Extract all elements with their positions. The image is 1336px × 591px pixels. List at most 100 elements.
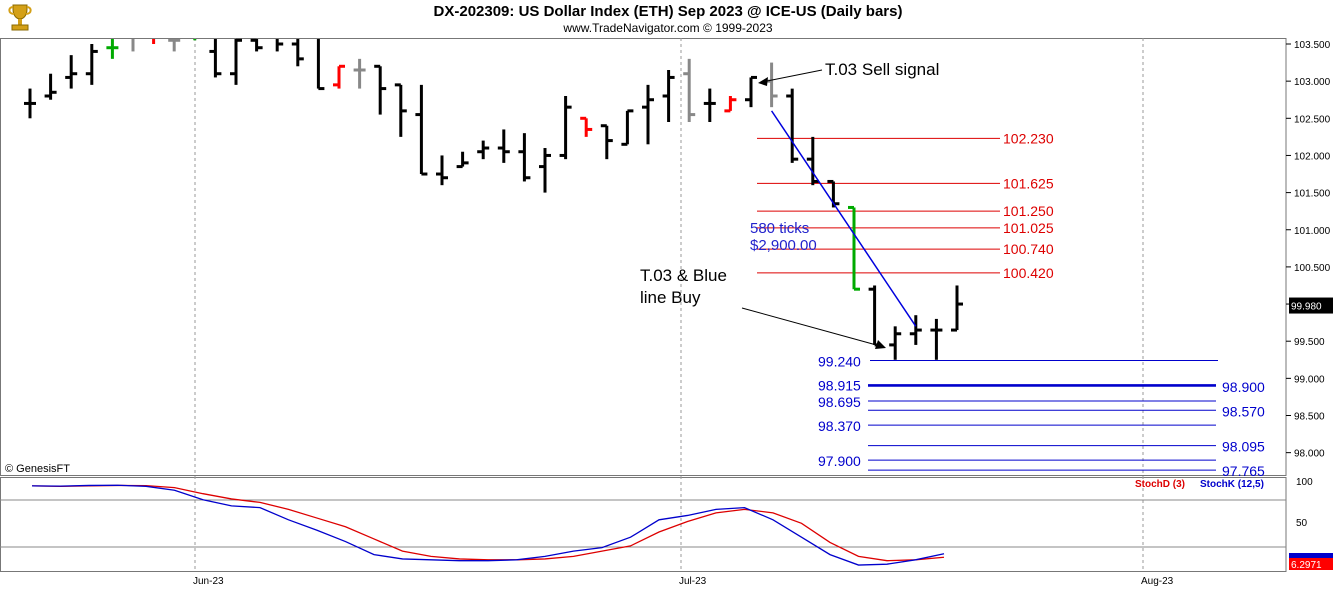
- ohlc-bar: [765, 62, 778, 108]
- red-level-label: 101.625: [1003, 175, 1054, 191]
- x-tick-label: Jun-23: [193, 576, 224, 587]
- last-price-badge: 99.980: [1289, 297, 1333, 314]
- ohlc-bar: [497, 129, 510, 163]
- ohlc-bar: [889, 326, 902, 360]
- stoch-d-legend: StochD (3): [1135, 479, 1185, 490]
- blue-level-label: 98.900: [1222, 379, 1265, 395]
- blue-level-label: 99.240: [818, 354, 861, 370]
- red-level-label: 102.230: [1003, 130, 1054, 146]
- ohlc-bar: [848, 205, 860, 291]
- y-tick-label: 102.500: [1294, 114, 1331, 125]
- trophy-logo-icon: [4, 3, 36, 38]
- dollars-label: $2,900.00: [750, 237, 817, 254]
- ohlc-bar: [333, 64, 345, 89]
- blue-level-label: 98.370: [818, 418, 861, 434]
- stoch-d-line: [31, 484, 945, 562]
- ohlc-bar: [415, 84, 428, 176]
- blue-level-label: 98.915: [818, 378, 861, 394]
- ohlc-bar: [580, 116, 593, 137]
- ticks-label: 580 ticks: [750, 220, 809, 237]
- annotations: T.03 Sell signal T.03 & Blue line Buy 58…: [5, 60, 939, 475]
- ohlc-bar: [436, 155, 448, 186]
- buy-label-line2: line Buy: [640, 288, 701, 307]
- ohlc-bar: [106, 39, 119, 59]
- ohlc-bar: [456, 151, 469, 169]
- stoch-k-line: [31, 484, 945, 566]
- last-price-value: 99.980: [1291, 302, 1322, 313]
- ohlc-bar: [703, 88, 716, 123]
- stoch-panel-border: [0, 477, 1287, 572]
- ohlc-bar: [559, 96, 572, 160]
- stoch-k-legend: StochK (12,5): [1200, 479, 1264, 490]
- red-level-label: 101.250: [1003, 203, 1054, 219]
- buy-signal-arrowhead: [875, 340, 886, 349]
- blue-level-label: 97.900: [818, 453, 861, 469]
- buy-label-line1: T.03 & Blue: [640, 266, 727, 285]
- ohlc-bar: [291, 39, 304, 67]
- date-x-axis: Jun-23 Jul-23 Aug-23: [193, 576, 1174, 587]
- red-level-label: 101.025: [1003, 220, 1054, 236]
- ohlc-bar: [642, 84, 654, 145]
- blue-level-label: 98.570: [1222, 403, 1265, 419]
- ohlc-bar: [374, 64, 387, 115]
- ohlc-bar: [745, 75, 757, 108]
- ohlc-bar: [85, 44, 98, 85]
- ohlc-bar: [786, 88, 799, 163]
- x-tick-label: Jul-23: [679, 576, 707, 587]
- trend-line-group: [770, 110, 917, 327]
- ohlc-bar: [250, 38, 263, 52]
- ohlc-bar: [930, 318, 943, 360]
- sell-signal-arrowhead: [758, 77, 768, 86]
- x-tick-label: Aug-23: [1141, 576, 1174, 587]
- ohlc-bar: [44, 73, 57, 100]
- blue-level-label: 98.095: [1222, 439, 1265, 455]
- y-tick-label: 98.000: [1294, 449, 1325, 460]
- stochastic-panel: 100 50 StochD (3) StochK (12,5) 6.2971: [0, 477, 1333, 571]
- ohlc-bar: [909, 315, 922, 345]
- price-panel-border: [0, 38, 1287, 476]
- stoch-y-tick-label: 100: [1296, 477, 1313, 488]
- y-tick-label: 101.500: [1294, 189, 1331, 200]
- stoch-k-badge-bg: [1289, 553, 1333, 561]
- red-level-label: 100.420: [1003, 265, 1054, 281]
- ohlc-bar: [477, 140, 490, 160]
- ohlc-bar: [209, 39, 222, 78]
- ohlc-bar: [683, 58, 696, 123]
- ohlc-bar: [518, 133, 531, 182]
- y-tick-label: 100.500: [1294, 263, 1331, 274]
- ohlc-bar: [951, 285, 963, 332]
- last-price-badge-bg: [1289, 297, 1333, 314]
- y-tick-label: 103.500: [1294, 40, 1331, 51]
- chart-title: DX-202309: US Dollar Index (ETH) Sep 202…: [433, 3, 903, 20]
- blue-level-label: 98.695: [818, 394, 861, 410]
- chart-gridlines: [194, 38, 1144, 571]
- sell-signal-arrow: [761, 69, 823, 83]
- ohlc-bar: [621, 109, 634, 146]
- blue-trend-line: [770, 110, 917, 327]
- ohlc-bar: [868, 285, 881, 347]
- ohlc-bar: [600, 124, 613, 160]
- sell-signal-label: T.03 Sell signal: [825, 60, 939, 79]
- ohlc-bar: [353, 58, 366, 89]
- y-tick-label: 98.500: [1294, 412, 1325, 423]
- blue-target-levels: 99.240 98.915 98.900 98.695 98.570 98.370 98.0…: [818, 354, 1265, 480]
- ohlc-bar: [662, 70, 675, 123]
- blue-level-label: 97.765: [1222, 463, 1265, 479]
- chart-frame: [0, 38, 1287, 572]
- y-tick-label: 102.000: [1294, 151, 1331, 162]
- ohlc-bars: [24, 38, 963, 360]
- stoch-last-value: 6.2971: [1291, 560, 1322, 571]
- ohlc-bar: [394, 83, 407, 137]
- red-level-label: 100.740: [1003, 241, 1054, 257]
- watermark-text: © GenesisFT: [5, 463, 70, 475]
- ohlc-bar: [168, 38, 181, 52]
- ohlc-bar: [65, 55, 78, 89]
- ohlc-bar: [724, 96, 737, 113]
- ohlc-bar: [275, 39, 284, 52]
- price-y-axis: 103.500 103.000 102.500 102.000 101.500 101.0…: [1286, 40, 1331, 460]
- buy-signal-arrow: [741, 307, 881, 347]
- y-tick-label: 99.500: [1294, 337, 1325, 348]
- ohlc-bar: [316, 39, 325, 91]
- stoch-last-badge-bg: [1289, 558, 1333, 570]
